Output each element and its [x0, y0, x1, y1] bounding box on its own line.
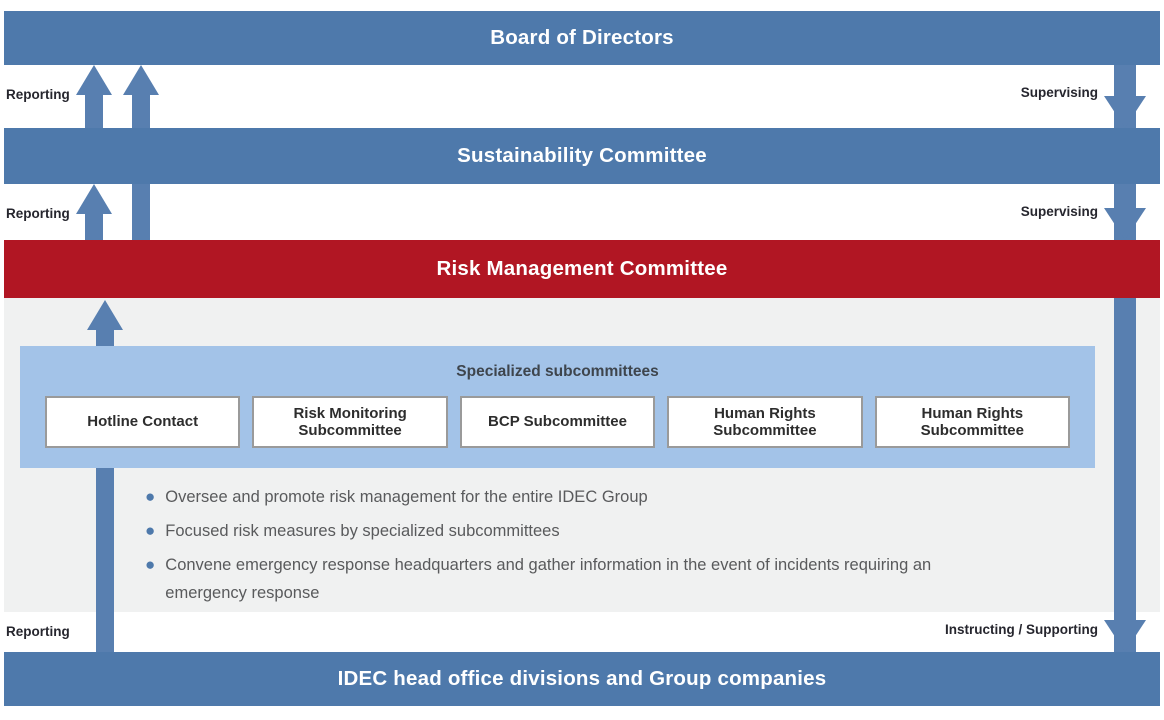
subcommittee-box-hotline-contact: Hotline Contact — [45, 396, 241, 448]
head-office-group-companies-bar: IDEC head office divisions and Group com… — [4, 652, 1160, 706]
arrow-shaft-sustainability-to-board — [85, 93, 103, 128]
subcommittee-box-label: Human Rights Subcommittee — [713, 404, 817, 439]
reporting-label-top: Reporting — [6, 87, 70, 102]
bullet-icon: ● — [145, 521, 156, 540]
subcommittee-box-bcp: BCP Subcommittee — [459, 396, 656, 448]
subcommittee-box-label: Risk Monitoring Subcommittee — [293, 404, 407, 439]
bullet-icon: ● — [145, 555, 156, 574]
subcommittee-box-risk-monitoring: Risk Monitoring Subcommittee — [252, 396, 448, 448]
arrow-down-icon — [1104, 208, 1146, 240]
subcommittee-box-label: Human Rights Subcommittee — [920, 404, 1024, 439]
sustainability-committee-label: Sustainability Committee — [457, 144, 707, 167]
head-office-group-companies-label: IDEC head office divisions and Group com… — [337, 667, 827, 690]
arrow-down-icon — [1104, 96, 1146, 128]
reporting-label-bottom: Reporting — [6, 624, 70, 639]
supervising-label-top: Supervising — [1020, 85, 1098, 100]
list-item-text: Convene emergency response headquarters … — [165, 556, 932, 602]
board-of-directors-label: Board of Directors — [490, 26, 674, 49]
bullet-icon: ● — [145, 487, 156, 506]
subcommittee-box-label: BCP Subcommittee — [488, 413, 627, 431]
specialized-subcommittees-title: Specialized subcommittees — [456, 363, 659, 380]
risk-management-committee-bar: Risk Management Committee — [4, 240, 1160, 298]
supervising-label-middle: Supervising — [1020, 204, 1098, 219]
list-item: ● Focused risk measures by specialized s… — [145, 517, 1025, 545]
committee-responsibilities-list: ● Oversee and promote risk management fo… — [145, 483, 1025, 613]
list-item: ● Convene emergency response headquarter… — [145, 551, 1025, 607]
list-item-text: Focused risk measures by specialized sub… — [165, 522, 560, 540]
sustainability-committee-bar: Sustainability Committee — [4, 128, 1160, 184]
reporting-label-middle: Reporting — [6, 206, 70, 221]
arrow-up-icon — [76, 184, 112, 214]
arrow-down-icon — [1104, 620, 1146, 652]
arrow-shaft-risk-to-sustainability — [85, 212, 103, 240]
subcommittee-box-row: Hotline Contact Risk Monitoring Subcommi… — [45, 396, 1071, 448]
arrow-up-icon — [87, 300, 123, 330]
risk-management-committee-label: Risk Management Committee — [436, 257, 728, 280]
instructing-supporting-label: Instructing / Supporting — [945, 622, 1098, 637]
list-item-text: Oversee and promote risk management for … — [165, 488, 648, 506]
board-of-directors-bar: Board of Directors — [4, 11, 1160, 65]
arrow-up-icon — [123, 65, 159, 95]
specialized-subcommittees-panel: Specialized subcommittees Hotline Contac… — [20, 346, 1095, 468]
list-item: ● Oversee and promote risk management fo… — [145, 483, 1025, 511]
subcommittee-box-human-rights-1: Human Rights Subcommittee — [667, 396, 863, 448]
subcommittee-box-label: Hotline Contact — [87, 413, 199, 431]
arrow-up-icon — [76, 65, 112, 95]
subcommittee-box-human-rights-2: Human Rights Subcommittee — [874, 396, 1071, 448]
